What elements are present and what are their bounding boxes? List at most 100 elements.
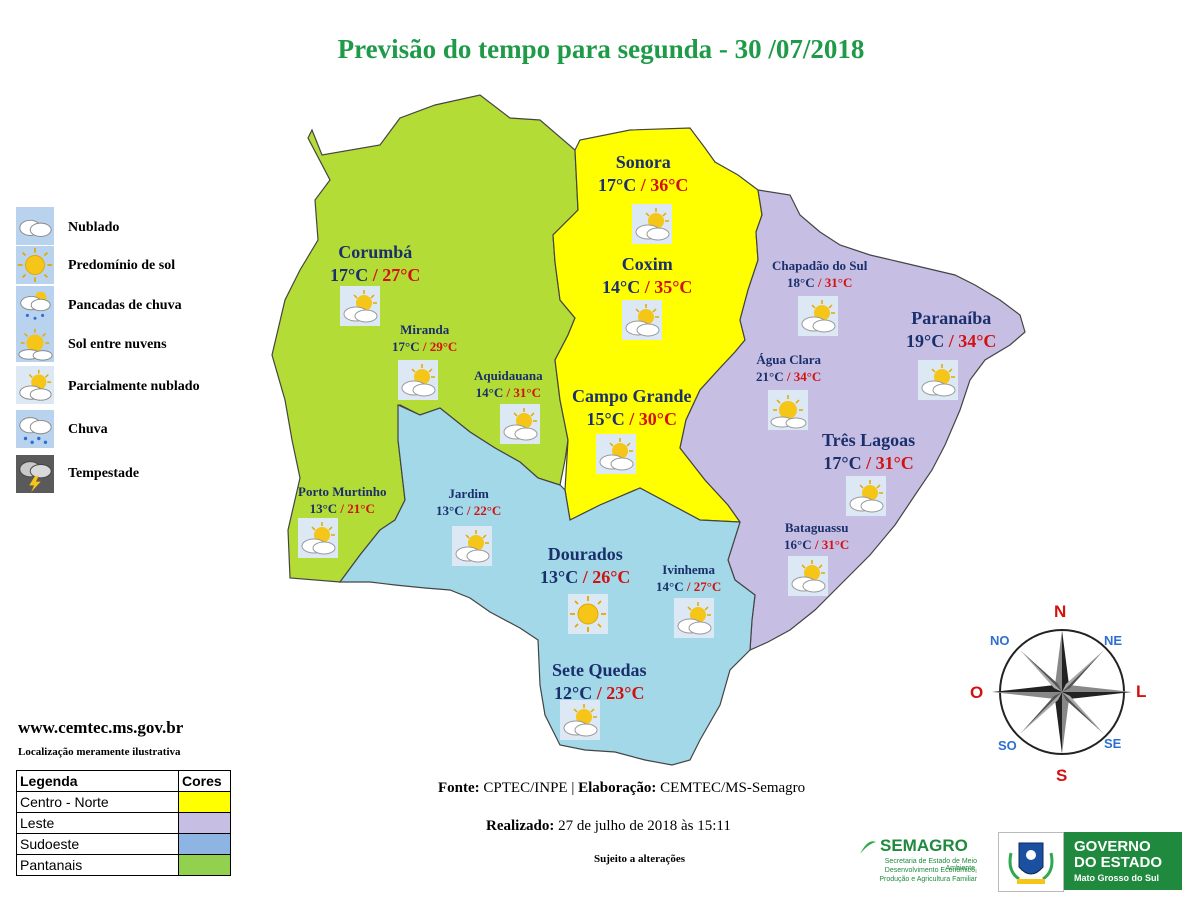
- max-temp: 23°C: [606, 683, 645, 703]
- cloudy-icon: [16, 207, 54, 245]
- temp-separator: /: [866, 453, 872, 473]
- city-name: Aquidauana: [474, 368, 543, 383]
- max-temp: 26°C: [592, 567, 631, 587]
- compass-north: N: [1054, 602, 1067, 621]
- gov-line-1: GOVERNO: [1074, 838, 1151, 855]
- temp-separator: /: [422, 339, 427, 354]
- city-coxim: Coxim 14°C / 35°C: [602, 254, 692, 298]
- city-aquidauana: Aquidauana 14°C / 31°C: [474, 368, 543, 401]
- legend-region-label: Pantanais: [16, 854, 179, 876]
- partly-cloudy-icon: [398, 360, 438, 400]
- legend-label-predominio-de-sol: Predomínio de sol: [68, 258, 176, 273]
- max-temp: 31°C: [875, 453, 914, 473]
- max-temp: 31°C: [824, 275, 853, 290]
- city-miranda: Miranda 17°C / 29°C: [392, 322, 457, 355]
- semagro-name: SEMAGRO: [880, 836, 968, 855]
- temp-separator: /: [340, 501, 345, 516]
- max-temp: 22°C: [473, 503, 502, 518]
- semagro-subtitle-1: Secretaria de Estado de Meio Ambiente,: [884, 858, 977, 872]
- temp-separator: /: [372, 265, 378, 285]
- city-paranaiba: Paranaíba 19°C / 34°C: [906, 308, 996, 352]
- legend-label-parcialmente-nublado: Parcialmente nublado: [68, 379, 200, 394]
- city-name: Água Clara: [756, 352, 821, 367]
- min-temp: 13°C: [309, 501, 338, 516]
- min-temp: 17°C: [823, 453, 862, 473]
- max-temp: 21°C: [347, 501, 375, 516]
- page-title: Previsão do tempo para segunda - 30 /07/…: [337, 34, 865, 64]
- legend-label-pancadas-de-chuva: Pancadas de chuva: [68, 298, 182, 313]
- compass-south: S: [1056, 766, 1068, 785]
- coat-of-arms-frame: [998, 832, 1064, 892]
- partly-cloudy-icon: [798, 296, 838, 336]
- temp-separator: /: [629, 409, 635, 429]
- min-temp: 19°C: [906, 331, 945, 351]
- legend-region-label: Sudoeste: [16, 833, 179, 855]
- partly-cloudy-icon: [622, 300, 662, 340]
- min-temp: 12°C: [554, 683, 593, 703]
- sunny-icon: [568, 594, 608, 634]
- max-temp: 29°C: [429, 339, 458, 354]
- city-tres-lagoas: Três Lagoas 17°C / 31°C: [822, 430, 915, 474]
- city-name: Bataguassu: [784, 520, 849, 535]
- temp-separator: /: [814, 537, 819, 552]
- city-agua-clara: Água Clara 21°C / 34°C: [756, 352, 821, 385]
- min-temp: 18°C: [787, 275, 815, 290]
- city-dourados: Dourados 13°C / 26°C: [540, 544, 630, 588]
- legend-color-swatch: [178, 791, 231, 813]
- elaboration-value: CEMTEC/MS-Semagro: [660, 780, 806, 796]
- city-name: Coxim: [621, 254, 673, 274]
- temp-separator: /: [582, 567, 588, 587]
- semagro-logo-icon: [860, 841, 876, 854]
- region-leste[interactable]: [679, 189, 1026, 651]
- min-temp: 17°C: [330, 265, 369, 285]
- realized-label: Realizado:: [486, 818, 555, 834]
- compass-west: O: [970, 683, 984, 702]
- max-temp: 30°C: [638, 409, 677, 429]
- legend-header-color: Cores: [178, 770, 231, 792]
- legend-row: Pantanais: [16, 854, 231, 876]
- partly-cloudy-icon: [340, 286, 380, 326]
- min-temp: 17°C: [598, 175, 637, 195]
- semagro-subtitle-3: Produção e Agricultura Familiar: [879, 876, 977, 883]
- max-temp: 31°C: [821, 537, 850, 552]
- website-link[interactable]: www.cemtec.ms.gov.br: [18, 718, 184, 737]
- city-name: Sete Quedas: [552, 660, 647, 680]
- compass-northwest: NO: [990, 633, 1010, 648]
- partly-cloudy-icon: [16, 366, 54, 404]
- city-corumba: Corumbá 17°C / 27°C: [330, 242, 420, 286]
- temp-separator: /: [686, 579, 691, 594]
- coat-of-arms-icon: [1008, 842, 1054, 884]
- min-temp: 15°C: [586, 409, 625, 429]
- region-sudoeste[interactable]: [338, 404, 756, 766]
- gov-line-3: Mato Grosso do Sul: [1074, 873, 1160, 883]
- partly-cloudy-icon: [452, 526, 492, 566]
- city-campo-grande: Campo Grande 15°C / 30°C: [572, 386, 692, 430]
- min-temp: 14°C: [656, 579, 684, 594]
- partly-cloudy-icon: [788, 556, 828, 596]
- temp-separator: /: [948, 331, 954, 351]
- legend-row: Sudoeste: [16, 833, 231, 855]
- semagro-subtitle-2: Desenvolvimento Econômico,: [884, 867, 977, 874]
- region-legend-table: Legenda Cores Centro - Norte Leste Sudoe…: [16, 770, 231, 876]
- legend-row: Centro - Norte: [16, 791, 231, 813]
- partly-cloudy-icon: [674, 598, 714, 638]
- source-line: Fonte: CPTEC/INPE | Elaboração: CEMTEC/M…: [438, 780, 805, 797]
- compass-northeast: NE: [1104, 633, 1123, 648]
- partly-cloudy-icon: [298, 518, 338, 558]
- compass-southeast: SE: [1104, 736, 1122, 751]
- sun-clouds-icon: [768, 390, 808, 430]
- city-name: Porto Murtinho: [298, 484, 387, 499]
- min-temp: 21°C: [756, 369, 784, 384]
- city-name: Ivinhema: [662, 562, 716, 577]
- min-temp: 13°C: [540, 567, 579, 587]
- realized-line: Realizado: 27 de julho de 2018 às 15:11: [486, 818, 731, 835]
- min-temp: 17°C: [392, 339, 420, 354]
- temp-separator: /: [466, 503, 471, 518]
- max-temp: 31°C: [513, 385, 541, 400]
- min-temp: 14°C: [602, 277, 641, 297]
- city-name: Chapadão do Sul: [772, 258, 868, 273]
- legend-row: Leste: [16, 812, 231, 834]
- city-bataguassu: Bataguassu 16°C / 31°C: [784, 520, 849, 553]
- location-note: Localização meramente ilustrativa: [18, 746, 181, 758]
- legend-header-region: Legenda: [16, 770, 179, 792]
